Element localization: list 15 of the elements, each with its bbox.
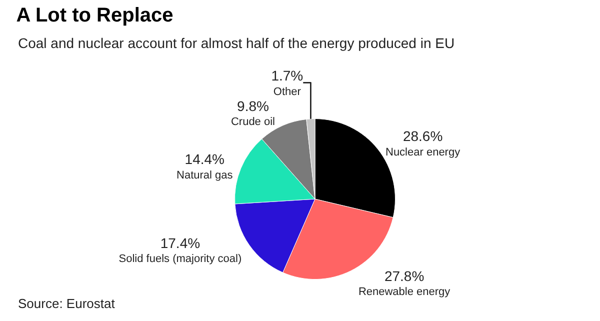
data-label: 17.4%	[160, 234, 200, 251]
slice-label: Other	[273, 86, 302, 98]
chart-subtitle: Coal and nuclear account for almost half of the energy produced in EU	[18, 35, 455, 51]
data-label: 28.6%	[402, 128, 443, 144]
data-label: 9.8%	[237, 98, 269, 114]
slice-label: Nuclear energy	[385, 146, 461, 159]
data-label: 1.7%	[271, 67, 304, 84]
source-note: Source: Eurostat	[18, 296, 116, 311]
slice-label: Natural gas	[176, 169, 234, 182]
data-label: 14.4%	[184, 150, 225, 167]
slice-label: Renewable energy	[358, 286, 451, 298]
slice-label: Crude oil	[230, 116, 275, 128]
chart-title: A Lot to Replace	[16, 4, 174, 26]
slice-label: Solid fuels (majority coal)	[118, 253, 242, 266]
data-label: 27.8%	[384, 268, 424, 284]
